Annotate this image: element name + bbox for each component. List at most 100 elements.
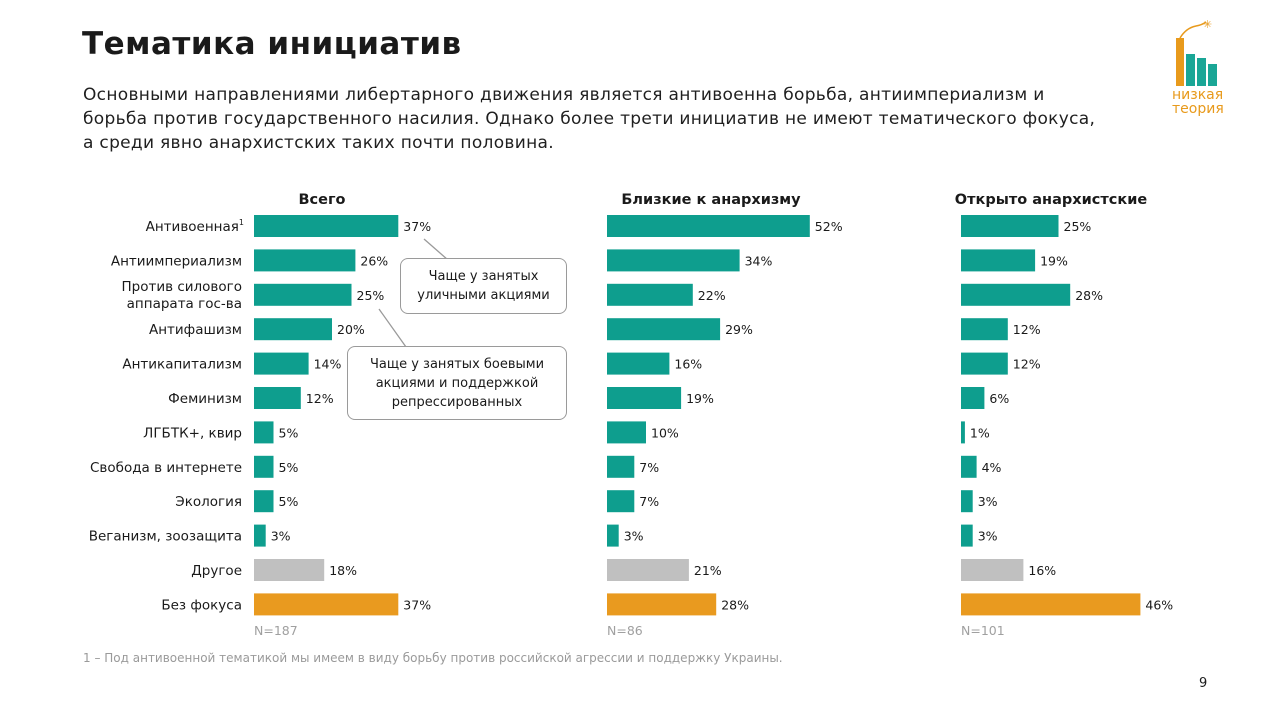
bar-value-label: 1%	[970, 425, 990, 440]
bar-value-label: 16%	[674, 357, 702, 372]
category-label: Свобода в интернете	[90, 460, 242, 476]
bar-value-label: 21%	[694, 563, 722, 578]
sample-size-label: N=187	[254, 623, 298, 638]
bar-value-label: 34%	[745, 253, 773, 268]
category-label: Экология	[175, 494, 242, 510]
bar-value-label: 10%	[651, 425, 679, 440]
bar-value-label: 20%	[337, 322, 365, 337]
series-header: Всего	[298, 192, 345, 208]
bar-value-label: 7%	[639, 494, 659, 509]
category-label: Без фокуса	[161, 597, 242, 613]
bar	[961, 559, 1024, 581]
bar	[254, 352, 309, 375]
bar-value-label: 12%	[306, 391, 334, 406]
category-label: Антиимпериализм	[111, 253, 242, 269]
callout-combat-actions: Чаще у занятых боевыми акциями и поддерж…	[347, 346, 567, 420]
bar	[254, 421, 274, 444]
logo-bar	[1208, 64, 1217, 86]
bar-value-label: 3%	[624, 529, 644, 544]
logo-line-2: теория	[1172, 101, 1224, 117]
bar-value-label: 3%	[978, 494, 998, 509]
callout-pointer-combat	[378, 308, 408, 348]
sample-size-label: N=101	[961, 623, 1005, 638]
bar	[607, 559, 689, 581]
bar-value-label: 52%	[815, 219, 843, 234]
page-number: 9	[1199, 676, 1208, 691]
bar-value-label: 29%	[725, 322, 753, 337]
bar-value-label: 5%	[279, 425, 299, 440]
bar-value-label: 25%	[357, 288, 385, 303]
sample-size-label: N=86	[607, 623, 643, 638]
bar	[607, 318, 721, 341]
logo-spark: ✳	[1203, 18, 1212, 31]
category-label: ЛГБТК+, квир	[143, 425, 242, 441]
bar-value-label: 19%	[686, 391, 714, 406]
logo-bar	[1176, 38, 1184, 86]
bar	[254, 593, 399, 616]
bar-value-label: 28%	[721, 597, 749, 612]
bar-value-label: 3%	[271, 529, 291, 544]
bar	[961, 490, 973, 513]
bar-value-label: 18%	[329, 563, 357, 578]
bar	[961, 249, 1036, 272]
bar-value-label: 37%	[403, 597, 431, 612]
bar	[607, 593, 717, 616]
bar	[254, 318, 332, 341]
bar	[254, 455, 274, 478]
logo-fuse	[1179, 21, 1207, 39]
footnote: 1 – Под антивоенной тематикой мы имеем в…	[83, 651, 783, 665]
bar-value-label: 12%	[1013, 322, 1041, 337]
bar	[254, 387, 301, 409]
category-label: Другое	[191, 563, 242, 579]
callout-pointer-street	[423, 238, 450, 261]
bar-value-label: 3%	[978, 529, 998, 544]
bar	[607, 421, 646, 444]
category-label: Антифашизм	[149, 322, 242, 338]
bar	[961, 524, 973, 547]
bar-value-label: 25%	[1064, 219, 1092, 234]
slide-title: Тематика инициатив	[82, 26, 462, 62]
bar-value-label: 5%	[279, 494, 299, 509]
bar	[254, 215, 399, 237]
bar	[607, 283, 693, 306]
bar	[607, 455, 635, 478]
bar-value-label: 28%	[1075, 288, 1103, 303]
bar-value-label: 37%	[403, 219, 431, 234]
bar-value-label: 14%	[314, 357, 342, 372]
callout-street-actions: Чаще у занятых уличными акциями	[400, 258, 567, 314]
bar	[607, 524, 619, 547]
series-header: Близкие к анархизму	[621, 192, 801, 208]
bar	[961, 318, 1008, 341]
bar-value-label: 7%	[639, 460, 659, 475]
bar	[607, 490, 635, 513]
bar	[961, 455, 977, 478]
series-header: Открыто анархистские	[955, 192, 1148, 208]
bar	[607, 249, 740, 272]
bar	[607, 352, 670, 375]
logo-icon: ✳	[1176, 18, 1217, 86]
logo-bar	[1197, 58, 1206, 86]
bar-value-label: 12%	[1013, 357, 1041, 372]
bar-value-label: 16%	[1028, 563, 1056, 578]
bar-value-label: 26%	[360, 253, 388, 268]
bar-chart: Антивоенная1 Антиимпериализм Против силово…	[89, 192, 1174, 638]
category-label: Феминизм	[168, 391, 242, 407]
bar-value-label: 4%	[982, 460, 1002, 475]
bar	[607, 387, 682, 409]
bar	[961, 215, 1059, 237]
bar-value-label: 6%	[989, 391, 1009, 406]
bar-value-label: 22%	[698, 288, 726, 303]
bar	[961, 421, 965, 444]
bar	[254, 283, 352, 306]
bar	[254, 249, 356, 272]
category-label: Веганизм, зоозащита	[89, 529, 242, 545]
bar	[254, 490, 274, 513]
bar	[961, 352, 1008, 375]
bar	[254, 524, 266, 547]
logo: низкая теория	[1172, 88, 1224, 116]
bar	[961, 283, 1071, 306]
bar	[961, 387, 985, 409]
category-label: Против силового аппарата гос-ва	[121, 279, 242, 312]
slide-subtitle: Основными направлениями либертарного дви…	[83, 85, 1096, 153]
bar-value-label: 19%	[1040, 253, 1068, 268]
